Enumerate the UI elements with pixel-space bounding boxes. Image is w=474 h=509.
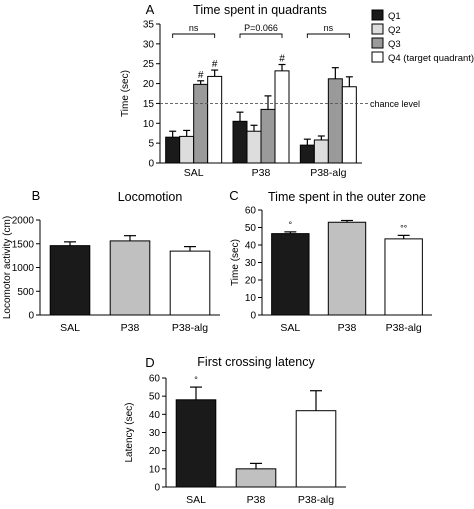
bar <box>260 108 276 164</box>
bar <box>175 399 217 488</box>
bar <box>384 238 423 316</box>
bar <box>49 245 91 316</box>
y-axis-label: Locomotor activity (cm) <box>2 216 13 319</box>
y-tick-label: 0 <box>250 311 256 322</box>
x-tick-label: P38 <box>247 494 266 506</box>
comparison-label: ns <box>189 23 199 33</box>
chance-level-label: chance level <box>370 99 420 109</box>
panel-letter: D <box>145 355 154 370</box>
bar <box>327 221 367 316</box>
bar <box>109 240 151 316</box>
x-tick-label: SAL <box>184 167 204 179</box>
y-tick-label: 10 <box>245 293 257 304</box>
y-tick-label: 60 <box>149 374 161 385</box>
legend-swatch <box>371 37 384 49</box>
legend-label: Q4 (target quadrant) <box>388 53 474 64</box>
bar <box>295 410 337 488</box>
chart-title: Time spent in the outer zone <box>268 190 426 204</box>
legend-label: Q2 <box>388 25 401 36</box>
bar <box>165 136 181 164</box>
legend-swatch <box>371 23 384 35</box>
chart-title: Time spent in quadrants <box>193 3 327 17</box>
x-tick-label: P38 <box>252 167 271 179</box>
y-tick-label: 40 <box>149 410 161 421</box>
bar <box>179 135 195 164</box>
significance-mark: ° <box>289 220 293 230</box>
y-tick-label: 10 <box>149 464 161 475</box>
significance-mark: # <box>198 70 204 81</box>
y-tick-label: 40 <box>245 241 257 252</box>
y-tick-label: 30 <box>149 428 161 439</box>
bar <box>235 468 277 488</box>
x-tick-label: SAL <box>186 494 206 506</box>
bar <box>271 233 310 316</box>
y-tick-label: 1000 <box>12 263 35 274</box>
comparison-label: P=0.066 <box>244 23 278 33</box>
bar <box>246 130 262 164</box>
y-tick-label: 500 <box>17 287 34 298</box>
panel-letter: C <box>229 188 238 203</box>
bar <box>299 144 315 164</box>
x-tick-label: P38 <box>338 322 357 334</box>
y-tick-label: 20 <box>245 276 257 287</box>
y-tick-label: 20 <box>149 446 161 457</box>
bar <box>207 75 223 164</box>
significance-mark: °° <box>400 223 408 233</box>
legend-label: Q3 <box>388 39 401 50</box>
legend-label: Q1 <box>388 11 401 22</box>
y-tick-label: 60 <box>245 206 257 217</box>
bar <box>313 139 329 164</box>
y-tick-label: 30 <box>143 39 155 50</box>
x-tick-label: SAL <box>60 322 80 334</box>
y-tick-label: 15 <box>143 99 155 110</box>
x-tick-label: P38-alg <box>172 322 208 334</box>
x-tick-label: P38 <box>121 322 140 334</box>
significance-mark: # <box>279 54 285 65</box>
bar <box>341 86 357 164</box>
x-tick-label: P38-alg <box>298 494 334 506</box>
significance-mark: ° <box>194 375 198 385</box>
y-tick-label: 0 <box>154 483 160 494</box>
y-tick-label: 35 <box>143 20 155 31</box>
x-tick-label: SAL <box>280 322 300 334</box>
y-axis-label: Latency (sec) <box>124 402 135 462</box>
significance-mark: # <box>212 59 218 70</box>
y-tick-label: 0 <box>148 159 154 170</box>
comparison-bracket <box>172 33 216 38</box>
comparison-bracket <box>239 33 283 38</box>
panel-letter: B <box>32 188 41 203</box>
y-tick-label: 50 <box>245 223 257 234</box>
bar <box>169 250 211 316</box>
bar <box>327 78 343 164</box>
y-tick-label: 0 <box>28 311 34 322</box>
x-tick-label: P38-alg <box>310 167 346 179</box>
bar <box>232 120 248 164</box>
comparison-bracket <box>306 33 350 38</box>
panel-letter: A <box>146 2 155 17</box>
y-tick-label: 25 <box>143 59 155 70</box>
bar <box>274 70 290 164</box>
y-tick-label: 20 <box>143 79 155 90</box>
chart-title: Locomotion <box>118 190 183 204</box>
y-tick-label: 5 <box>148 139 154 150</box>
y-tick-label: 50 <box>149 392 161 403</box>
y-tick-label: 1500 <box>12 239 35 250</box>
y-axis-label: Time (sec) <box>230 239 241 286</box>
x-tick-label: P38-alg <box>386 322 422 334</box>
y-axis-label: Time (sec) <box>120 70 131 117</box>
legend-swatch <box>371 51 384 63</box>
chart-title: First crossing latency <box>197 355 315 369</box>
y-tick-label: 30 <box>245 258 257 269</box>
comparison-label: ns <box>324 23 334 33</box>
bar <box>193 83 209 164</box>
y-tick-label: 2000 <box>12 216 35 227</box>
y-tick-label: 10 <box>143 119 155 130</box>
legend-swatch <box>371 9 384 21</box>
